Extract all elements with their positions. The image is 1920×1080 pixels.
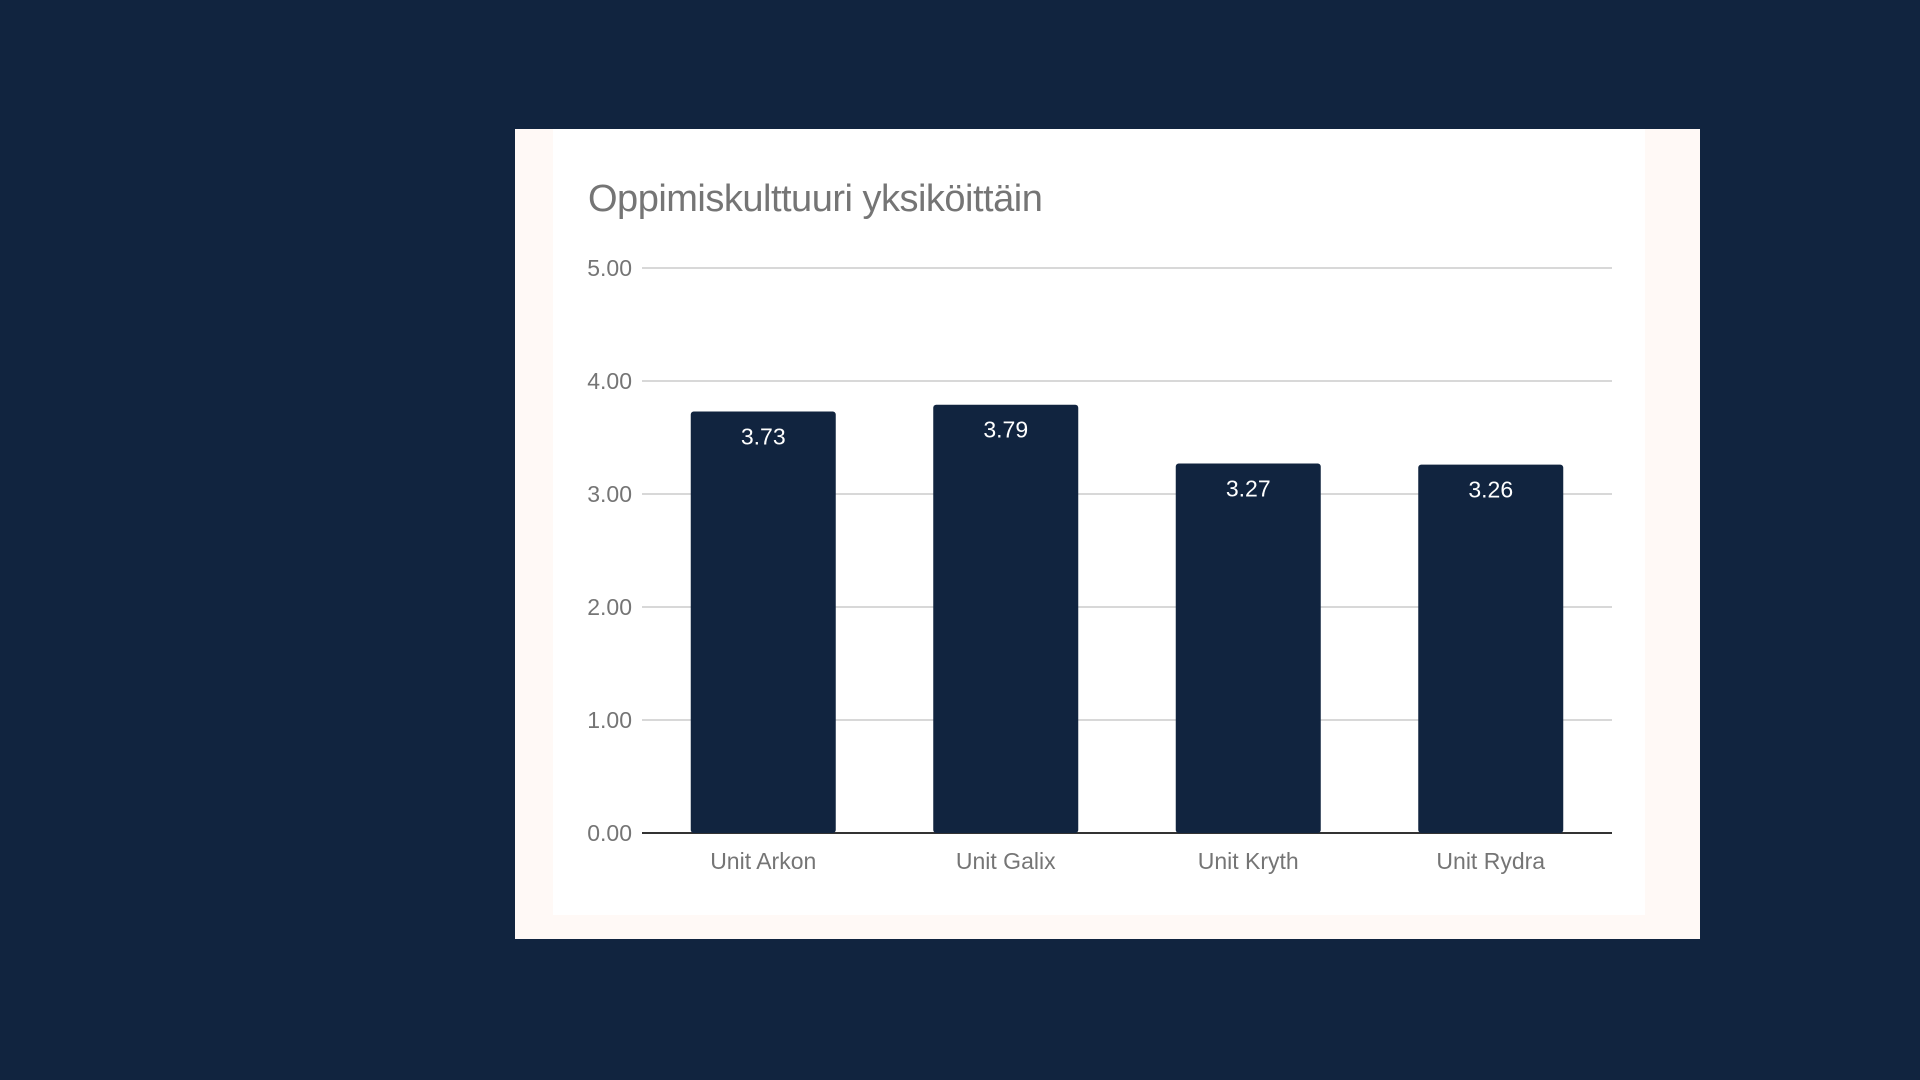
y-tick-label: 2.00 — [587, 594, 632, 620]
x-tick-label: Unit Kryth — [1198, 848, 1299, 874]
bar — [1418, 464, 1564, 833]
bar — [933, 404, 1079, 833]
labels: 0.00 1.00 2.00 3.00 4.00 5.00 3.73 Unit Arkon 3.… — [587, 255, 1545, 874]
data-label: 3.79 — [983, 417, 1028, 443]
bar — [690, 411, 836, 833]
y-tick-label: 1.00 — [587, 707, 632, 733]
data-label: 3.26 — [1468, 477, 1513, 503]
bar — [1175, 463, 1321, 833]
y-tick-label: 3.00 — [587, 481, 632, 507]
x-tick-label: Unit Rydra — [1436, 848, 1545, 874]
x-tick-label: Unit Galix — [956, 848, 1056, 874]
data-label: 3.27 — [1226, 475, 1271, 501]
y-tick-label: 4.00 — [587, 368, 632, 394]
y-tick-label: 0.00 — [587, 820, 632, 846]
y-tick-label: 5.00 — [587, 255, 632, 281]
x-tick-label: Unit Arkon — [710, 848, 816, 874]
chart-title: Oppimiskulttuuri yksiköittäin — [588, 178, 1043, 220]
bars — [690, 404, 1564, 833]
data-label: 3.73 — [741, 424, 786, 450]
